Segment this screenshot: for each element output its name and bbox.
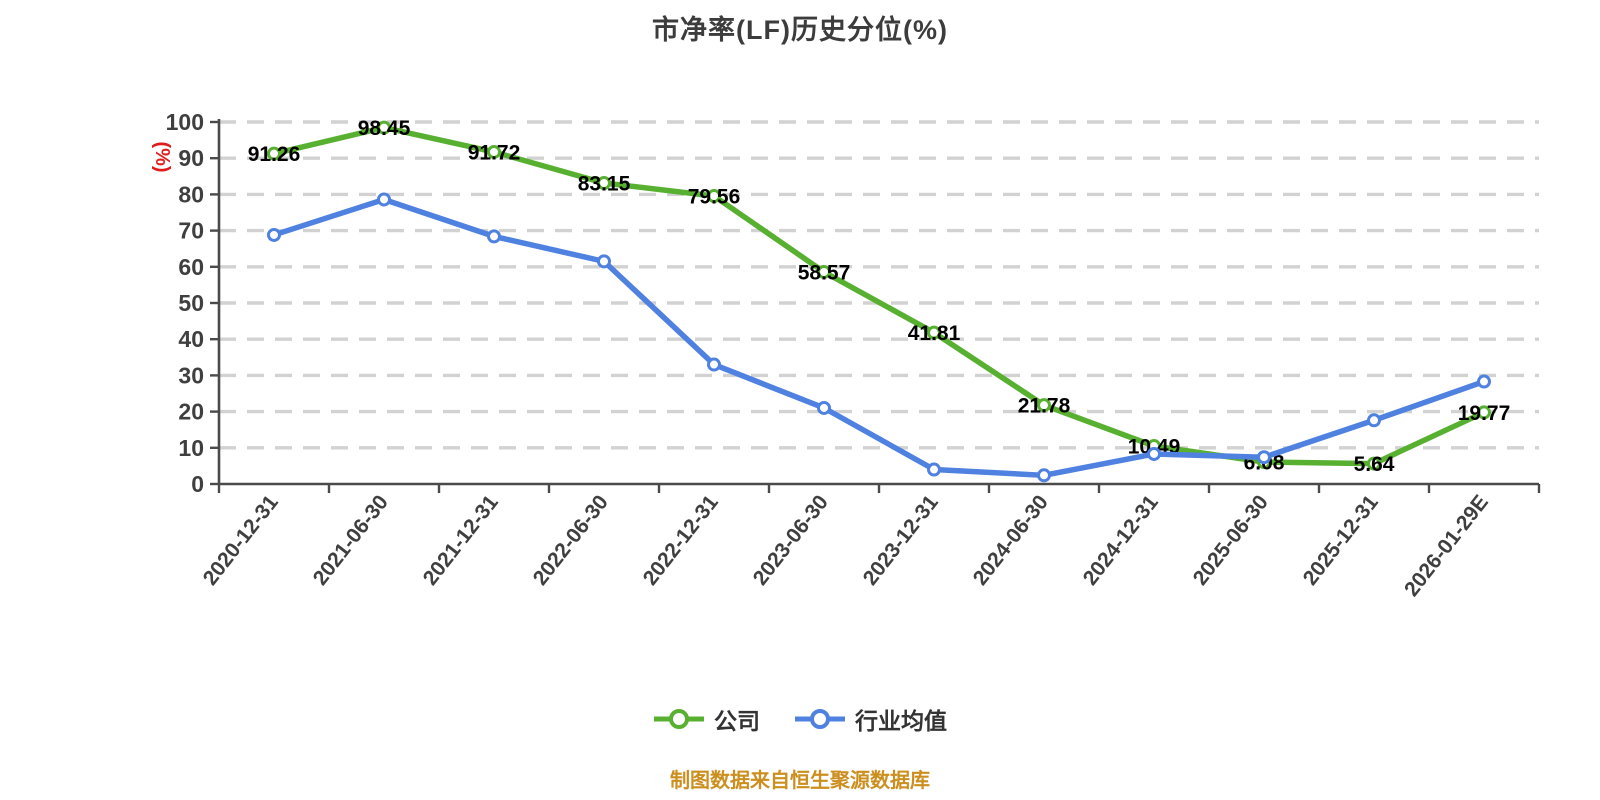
industry-series-line	[271, 196, 1487, 479]
x-tick-label: 2025-12-31	[1299, 491, 1383, 590]
x-tick-label: 2022-06-30	[529, 491, 613, 590]
company-value-label: 91.26	[248, 143, 301, 166]
company-value-label: 21.78	[1018, 395, 1071, 418]
industry-point-marker	[597, 254, 611, 269]
y-tick-label: 0	[191, 471, 204, 497]
x-tick-label: 2020-12-31	[199, 491, 283, 590]
x-tick-label: 2026-01-29E	[1400, 491, 1493, 601]
line-chart-plot: 0 10 20 30 40 50 60 70 80 90 100 (%) 2020-12-31 2021-…	[151, 109, 1541, 601]
industry-point-marker	[707, 357, 721, 372]
company-value-label: 79.56	[688, 185, 741, 208]
industry-point-marker	[377, 192, 391, 207]
company-series-line	[271, 124, 1487, 467]
y-tick-label: 60	[178, 254, 204, 280]
industry-point-marker	[927, 462, 941, 477]
company-point-marker	[707, 188, 721, 203]
legend-item-company[interactable]: 公司	[653, 702, 760, 736]
industry-point-marker	[817, 400, 831, 415]
company-point-marker	[1037, 398, 1051, 413]
x-tick-label: 2025-06-30	[1189, 491, 1273, 590]
industry-point-marker	[487, 229, 501, 244]
company-point-marker	[597, 175, 611, 190]
x-tick-label: 2023-06-30	[749, 491, 833, 590]
legend-item-industry-average[interactable]: 行业均值	[794, 702, 947, 736]
company-value-label: 41.81	[908, 322, 961, 345]
company-value-label: 58.57	[798, 261, 851, 284]
x-tick-label: 2023-12-31	[859, 491, 943, 590]
y-tick-label: 100	[166, 109, 204, 135]
y-tick-label: 80	[178, 181, 204, 207]
company-series-swatch-icon	[654, 709, 704, 729]
legend-label-company: 公司	[714, 708, 760, 734]
x-tick-label: 2024-12-31	[1079, 491, 1163, 590]
chart-title: 市净率(LF)历史分位(%)	[652, 15, 948, 45]
industry-point-marker	[1037, 468, 1051, 483]
company-value-label: 91.72	[468, 141, 521, 164]
company-point-marker	[377, 120, 391, 135]
y-tick-label: 90	[178, 145, 204, 171]
industry-point-marker	[1147, 446, 1161, 461]
x-tick-label: 2021-12-31	[419, 491, 503, 590]
y-tick-label: 70	[178, 218, 204, 244]
company-point-marker	[1477, 405, 1491, 420]
legend-label-industry-average: 行业均值	[855, 708, 947, 734]
y-tick-label: 30	[178, 362, 204, 388]
industry-series-swatch-icon	[795, 709, 845, 729]
industry-point-marker	[1477, 374, 1491, 389]
company-point-marker	[1367, 456, 1381, 471]
company-value-label: 98.45	[358, 117, 411, 140]
y-axis-unit-label: (%)	[151, 141, 173, 172]
y-tick-label: 50	[178, 290, 204, 316]
y-tick-label: 10	[178, 435, 204, 461]
company-point-marker	[267, 146, 281, 161]
industry-point-marker	[267, 227, 281, 242]
x-tick-label: 2022-12-31	[639, 491, 723, 590]
x-tick-label: 2021-06-30	[309, 491, 393, 590]
company-value-label: 19.77	[1458, 402, 1511, 425]
company-point-marker	[487, 144, 501, 159]
industry-point-marker	[1367, 413, 1381, 428]
company-value-label: 5.64	[1354, 453, 1395, 476]
chart-legend: 公司 行业均值	[0, 702, 1600, 736]
company-value-label: 83.15	[578, 172, 631, 195]
y-tick-label: 20	[178, 399, 204, 425]
company-point-marker	[927, 325, 941, 340]
data-source-note: 制图数据来自恒生聚源数据库	[670, 770, 930, 792]
y-tick-label: 40	[178, 326, 204, 352]
company-point-marker	[817, 264, 831, 279]
x-tick-label: 2024-06-30	[969, 491, 1053, 590]
industry-point-marker	[1257, 450, 1271, 465]
